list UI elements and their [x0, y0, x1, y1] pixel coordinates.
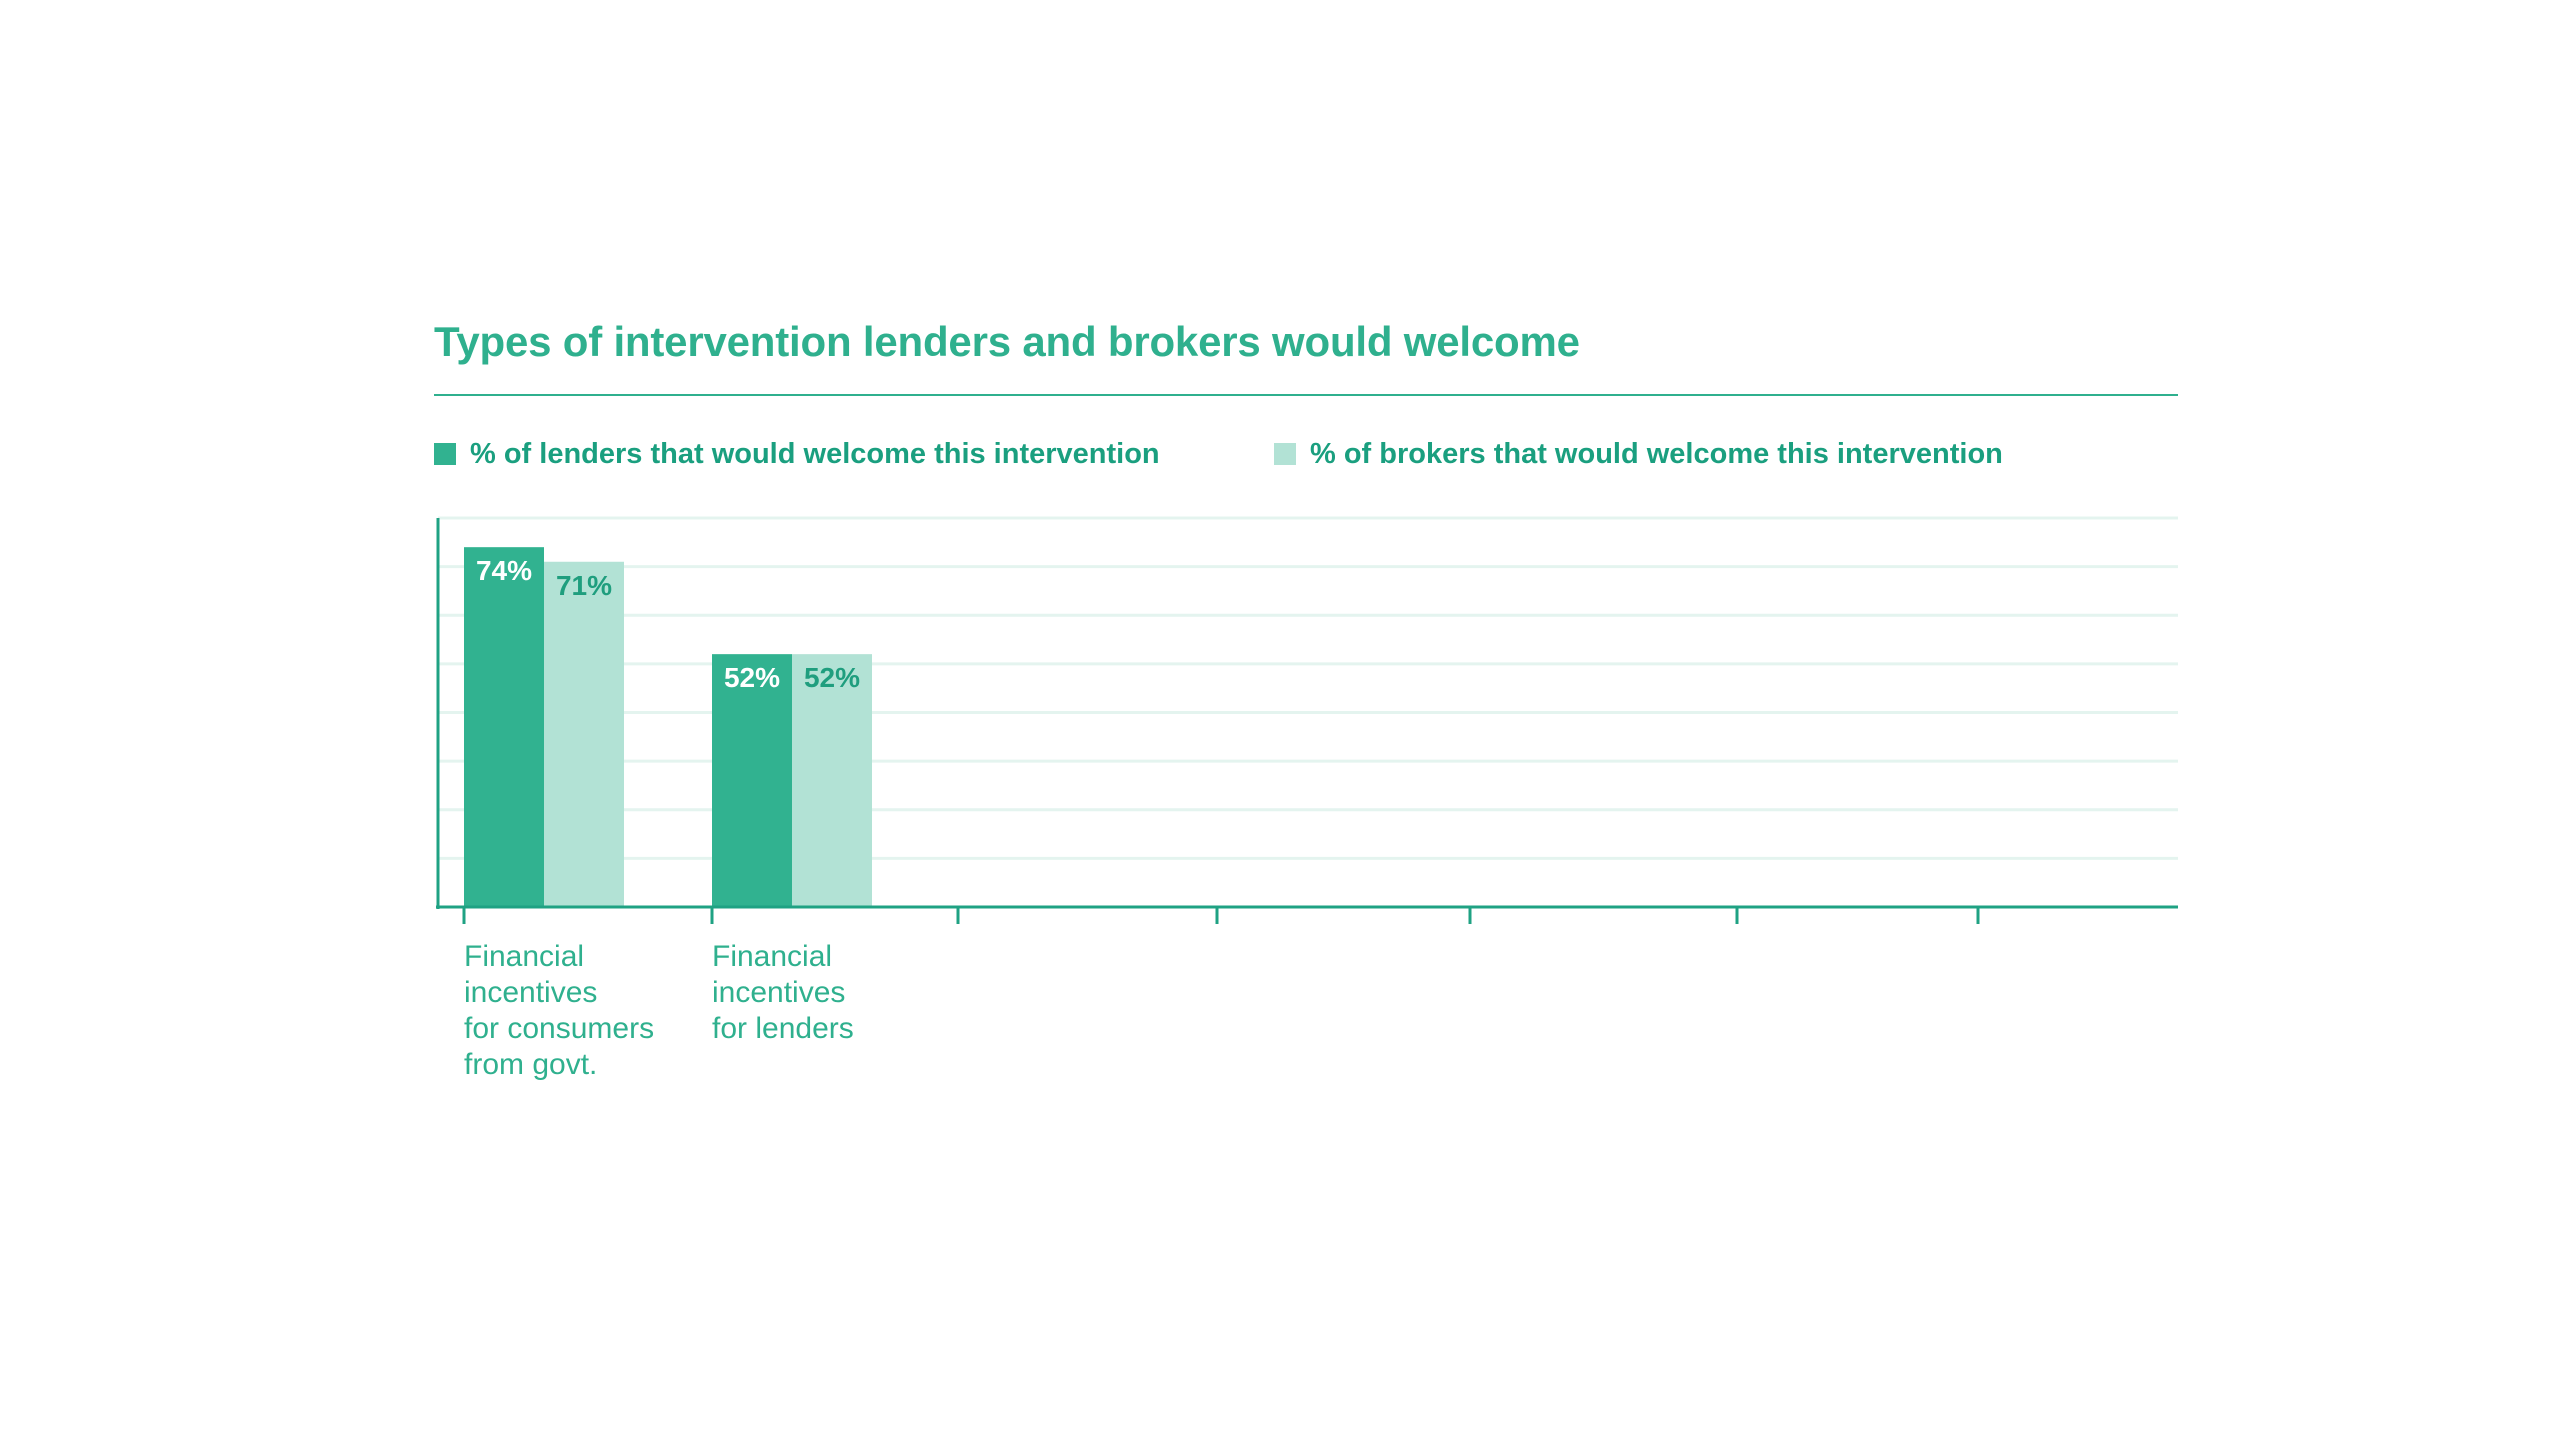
title-divider [434, 394, 2178, 396]
legend-item-brokers: % of brokers that would welcome this int… [1274, 434, 2003, 474]
category-label: Financial incentives for consumers from gov… [464, 940, 654, 1081]
chart-title: Types of intervention lenders and broker… [434, 318, 1580, 365]
bar [712, 654, 792, 907]
legend-label-brokers: % of brokers that would welcome this int… [1310, 437, 2003, 470]
bar [464, 547, 544, 907]
bar [544, 561, 624, 907]
bar-value-label: 74% [476, 555, 532, 586]
legend-item-lenders: % of lenders that would welcome this int… [434, 434, 1160, 474]
legend-swatch-lenders [434, 443, 456, 465]
bar-value-label: 71% [556, 570, 612, 601]
bar-value-label: 52% [724, 662, 780, 693]
bar-value-label: 52% [804, 662, 860, 693]
legend-swatch-brokers [1274, 443, 1296, 465]
legend-label-lenders: % of lenders that would welcome this int… [470, 437, 1160, 470]
bar [792, 654, 872, 907]
category-label: Financial incentives for lenders [712, 940, 854, 1045]
